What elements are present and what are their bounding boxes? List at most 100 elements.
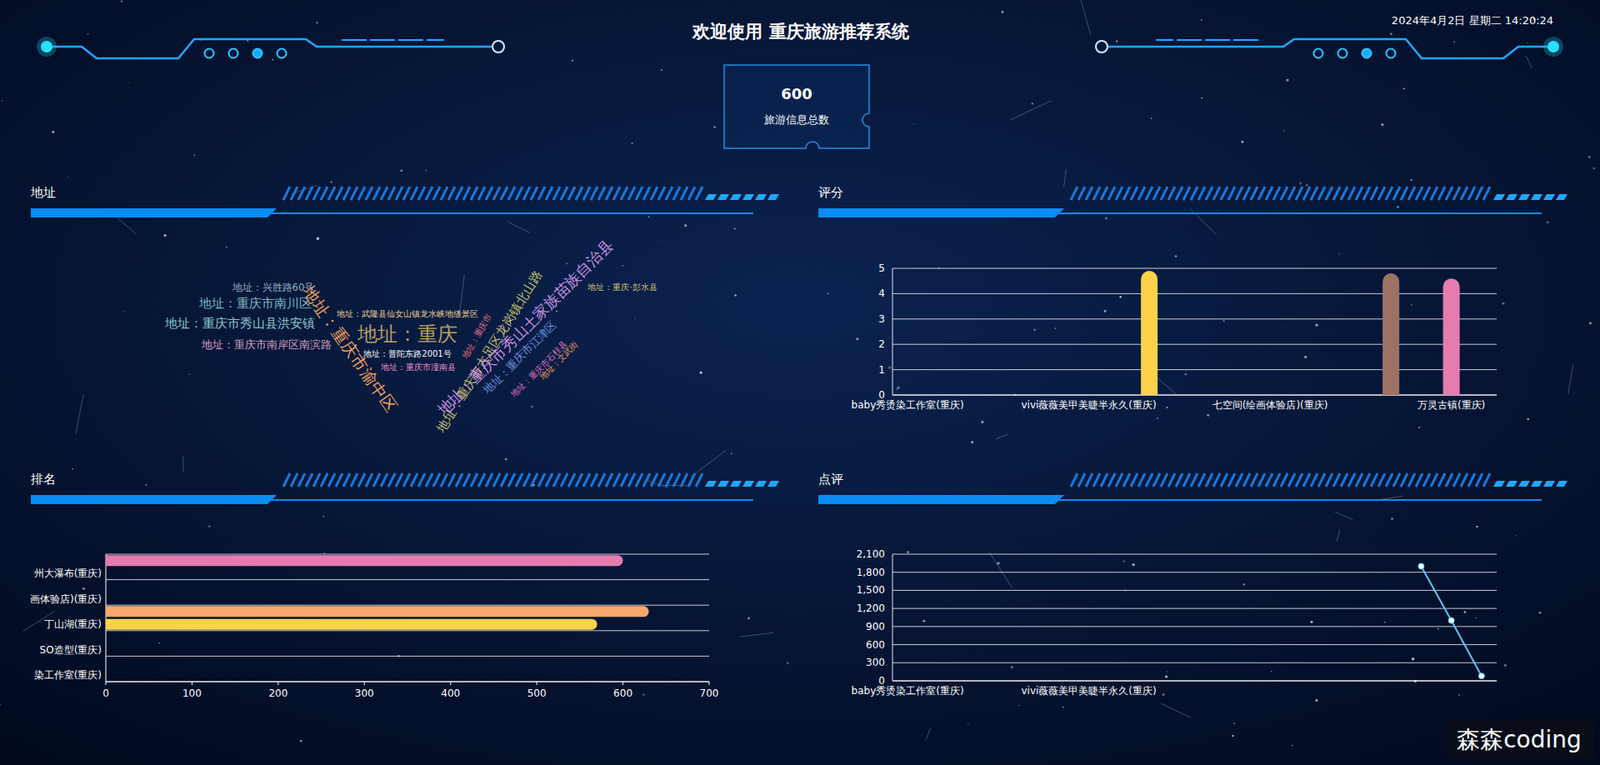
stripe (628, 473, 635, 487)
star (895, 388, 898, 390)
star (1475, 525, 1479, 529)
star (660, 240, 662, 241)
stripe (425, 473, 433, 487)
x-tick-label: 700 (700, 687, 720, 700)
stripe (1430, 186, 1438, 200)
y-tick-label: SO造型(重庆) (40, 644, 102, 656)
stripe (463, 186, 470, 200)
stripe (1213, 186, 1220, 200)
stripe (380, 473, 388, 487)
stripe (1183, 186, 1190, 200)
stripe-dash (742, 194, 755, 200)
star (699, 370, 702, 374)
stripe (478, 473, 485, 487)
stripe (1138, 473, 1145, 487)
header-line (267, 212, 754, 215)
category-grid-line (105, 605, 710, 606)
star (530, 405, 534, 409)
star (505, 458, 507, 460)
star (1062, 705, 1065, 708)
stripe (1318, 186, 1325, 200)
stripe (560, 473, 568, 487)
stripe-dash (1555, 480, 1568, 487)
stripe (1280, 473, 1288, 487)
y-axis-line (892, 268, 894, 395)
point (1448, 617, 1455, 624)
star (0, 703, 1, 705)
stripe-dash (742, 480, 755, 487)
stripe (1460, 473, 1468, 487)
star (123, 310, 125, 313)
stripe (530, 186, 538, 200)
stripe (1258, 473, 1265, 487)
stripe-dash (730, 194, 742, 200)
star (1150, 117, 1152, 119)
star (71, 468, 74, 470)
stripe (1070, 186, 1078, 200)
deco-ring (229, 49, 239, 59)
stripe-dash (1530, 194, 1543, 200)
star (827, 292, 830, 295)
stripe (1265, 473, 1273, 487)
star (1539, 611, 1542, 615)
star-line (1336, 529, 1340, 542)
grid-line (892, 590, 1497, 591)
bars (1140, 270, 1460, 395)
x-tick (622, 681, 624, 685)
star (323, 552, 325, 555)
star (315, 21, 318, 24)
stripe-dash (1493, 194, 1505, 200)
stripe (403, 473, 410, 487)
review-chart: 03006009001,2001,5001,8002,100baby秀烫染工作室… (851, 548, 1497, 697)
stripe (1198, 473, 1205, 487)
star (906, 550, 910, 554)
stripe (380, 186, 388, 200)
stripe (478, 186, 485, 200)
glow (36, 36, 57, 57)
header-bar (818, 208, 1065, 218)
star (1131, 563, 1135, 566)
deco-ring (205, 49, 215, 59)
stripe (298, 186, 305, 200)
background (0, 0, 1600, 765)
star (0, 100, 3, 102)
star (425, 170, 427, 172)
x-axis-line (892, 680, 1497, 682)
x-tick (191, 681, 193, 685)
star-line (460, 275, 465, 310)
star (1545, 220, 1549, 224)
stripe (635, 186, 643, 200)
word: 地址：重庆市潼南县 (380, 362, 456, 372)
stripe (1333, 473, 1340, 487)
wordcloud: 地址：兴胜路60号地址：重庆市南川区地址：重庆市秀山县洪安镇地址：重庆市南岸区南… (164, 236, 658, 435)
stripe-dash (755, 194, 767, 200)
stripe (1483, 473, 1490, 487)
stripe (553, 473, 560, 487)
stripe (1438, 186, 1445, 200)
stripe (1303, 473, 1310, 487)
star (1437, 628, 1440, 630)
stage: 欢迎使用 重庆旅游推荐系统2024年4月2日 星期二 14:20:24600旅游… (0, 0, 1600, 765)
panel-title: 点评 (818, 471, 844, 487)
stripe-dash (1543, 480, 1555, 487)
stripe (575, 186, 583, 200)
star (1315, 324, 1319, 327)
stripe (1475, 186, 1483, 200)
stripe (1423, 473, 1430, 487)
x-axis-line (105, 681, 710, 683)
star (225, 245, 228, 248)
deco-ring (277, 49, 287, 59)
star (1411, 657, 1415, 660)
star (1403, 87, 1405, 90)
x-tick-label: 七空间(绘画体验店)(重庆) (1212, 399, 1329, 411)
stripe-dash (1505, 480, 1518, 487)
star (1104, 310, 1107, 313)
stripe (1108, 186, 1115, 200)
stripe (440, 473, 448, 487)
stripe (455, 473, 463, 487)
stripe (1273, 473, 1280, 487)
stripe (1348, 473, 1355, 487)
stripe (1243, 186, 1250, 200)
stripe (485, 186, 493, 200)
stripe-dash (730, 480, 742, 487)
